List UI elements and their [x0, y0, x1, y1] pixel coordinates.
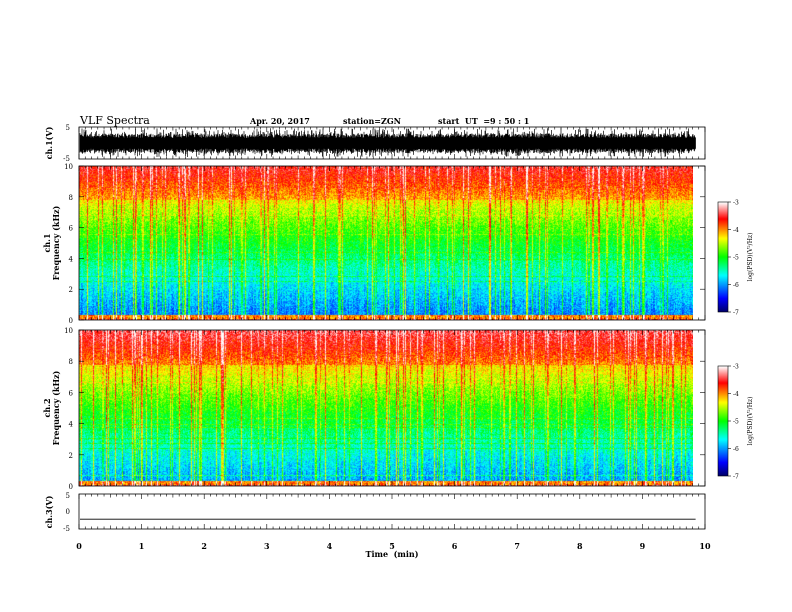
ch2-colorbar-tick-label: -7	[733, 474, 739, 481]
ch1-spectrogram-panel: 0 2 4 6 8 10 ch.1 Frequency (kHz)	[42, 163, 706, 325]
ch3-waveform-panel: 5 0 -5 ch.3(V)	[44, 492, 706, 533]
ch2-colorbar-label: log(PSD)(V²/Hz)	[747, 397, 754, 446]
ch2-spec-ytick-label: 10	[64, 327, 73, 335]
x-tick-label: 5	[389, 541, 395, 551]
ch1-spec-ylabel: Frequency (kHz)	[51, 205, 61, 280]
ch1-colorbar-tick-label: -4	[733, 227, 739, 234]
ch3-wave-ytick-top: 5	[66, 492, 70, 500]
x-tick-label: 1	[139, 541, 145, 551]
x-tick-label: 6	[452, 541, 458, 551]
ch2-spec-ylabel-channel: ch.2	[42, 398, 52, 417]
ch2-colorbar-tick-label: -4	[733, 391, 739, 398]
x-axis-tick-labels: 0 1 2 3 4 5 6 7 8 9 10	[76, 541, 711, 551]
ch2-spectrogram-image	[79, 330, 693, 486]
ch1-colorbar-label: log(PSD)(V²/Hz)	[747, 233, 754, 282]
ch3-wave-ytick-mid: 0	[66, 508, 70, 516]
x-tick-label: 0	[76, 541, 82, 551]
x-tick-label: 7	[514, 541, 520, 551]
ch2-colorbar-tick-label: -3	[733, 364, 739, 371]
figure-title: VLF Spectra	[79, 114, 150, 127]
ch2-colorbar-tick-label: -6	[733, 446, 739, 453]
ch2-spec-ylabel: Frequency (kHz)	[51, 370, 61, 445]
figure-start-label: start UT =	[438, 116, 490, 126]
figure-date: Apr. 20, 2017	[249, 116, 310, 126]
ch2-colorbar-image	[718, 366, 728, 476]
ch1-spec-ytick-label: 2	[69, 286, 73, 294]
ch1-waveform-panel: 5 -5 ch.1(V)	[44, 124, 706, 163]
ch3-wave-ytick-bottom: -5	[63, 525, 70, 533]
x-tick-label: 2	[201, 541, 207, 551]
figure-station: station=ZGN	[343, 116, 401, 126]
x-tick-label: 3	[264, 541, 270, 551]
ch2-colorbar: -3 -4 -5 -6 -7 log(PSD)(V²/Hz)	[717, 364, 754, 481]
ch3-wave-ylabel: ch.3(V)	[44, 495, 54, 528]
x-tick-label: 8	[577, 541, 583, 551]
ch1-colorbar-tick-label: -5	[733, 255, 739, 262]
figure-start-time: 9 : 50 : 1	[490, 116, 529, 126]
ch1-spec-ytick-label: 4	[69, 255, 74, 263]
ch1-spec-ytick-label: 10	[64, 163, 73, 171]
ch1-wave-ytick-bottom: -5	[63, 155, 70, 163]
ch2-spec-ytick-label: 8	[69, 358, 73, 366]
ch1-wave-ytick-top: 5	[66, 124, 70, 132]
ch1-wave-ylabel: ch.1(V)	[44, 126, 54, 159]
ch1-colorbar: -3 -4 -5 -6 -7 log(PSD)(V²/Hz)	[717, 200, 754, 317]
ch1-waveform-trace	[79, 128, 696, 157]
ch1-spec-ytick-label: 6	[69, 225, 74, 233]
ch2-spec-ytick-label: 2	[69, 452, 73, 460]
ch1-spec-ytick-label: 0	[69, 317, 73, 325]
ch1-colorbar-tick-label: -6	[733, 282, 739, 289]
ch1-spec-ylabel-channel: ch.1	[42, 233, 52, 252]
ch2-spec-ytick-label: 0	[69, 483, 73, 491]
x-tick-label: 10	[699, 541, 711, 551]
ch1-spec-ytick-label: 8	[69, 194, 73, 202]
ch2-spec-ytick-label: 4	[69, 421, 74, 429]
ch2-colorbar-tick-label: -5	[733, 419, 739, 426]
ch1-colorbar-tick-label: -7	[733, 310, 739, 317]
ch1-colorbar-image	[718, 202, 728, 312]
x-tick-label: 4	[327, 541, 333, 551]
ch2-spec-ytick-label: 6	[69, 389, 74, 397]
x-tick-label: 9	[640, 541, 646, 551]
ch2-spectrogram-panel: 0 2 4 6 8 10 ch.2 Frequency (kHz)	[42, 327, 706, 491]
ch1-spectrogram-image	[79, 166, 693, 320]
x-axis-label: Time (min)	[365, 549, 418, 559]
ch1-colorbar-tick-label: -3	[733, 200, 739, 207]
